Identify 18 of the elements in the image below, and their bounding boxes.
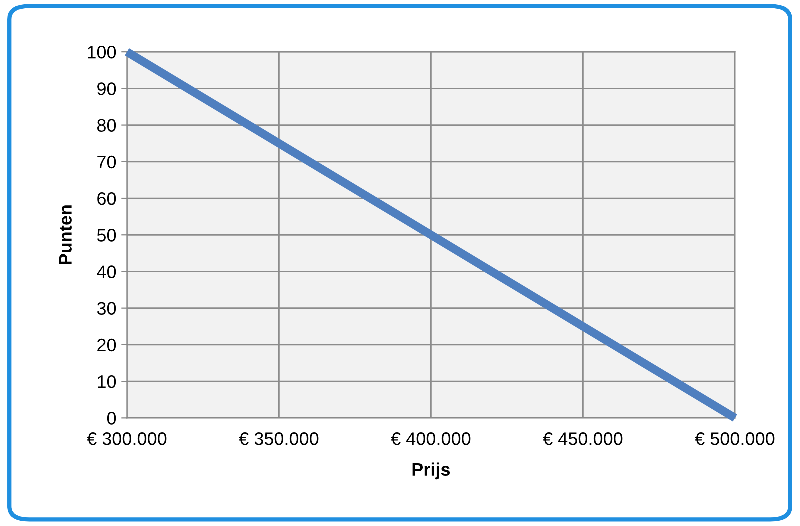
y-tick-label: 50 <box>97 229 116 242</box>
y-tick-label: 0 <box>107 412 116 425</box>
x-axis-title: Prijs <box>412 462 450 480</box>
y-tick-label: 30 <box>97 302 116 316</box>
y-axis-title: Punten <box>59 206 72 265</box>
x-tick-label: € 450.000 <box>543 432 623 446</box>
y-tick-label: 60 <box>98 192 116 206</box>
y-tick-label: 40 <box>97 266 116 278</box>
y-tick-label: 70 <box>98 156 116 169</box>
y-tick-label: 100 <box>88 46 116 59</box>
x-tick-label: € 350.000 <box>239 432 319 446</box>
y-tick-label: 80 <box>97 119 116 132</box>
y-tick-label: 90 <box>98 82 116 96</box>
y-tick-label: 20 <box>98 338 116 352</box>
x-tick-label: € 400.000 <box>391 432 471 446</box>
y-tick-label: 10 <box>98 375 116 388</box>
x-tick-label: € 500.000 <box>695 432 775 446</box>
x-tick-label: € 300.000 <box>87 432 167 446</box>
